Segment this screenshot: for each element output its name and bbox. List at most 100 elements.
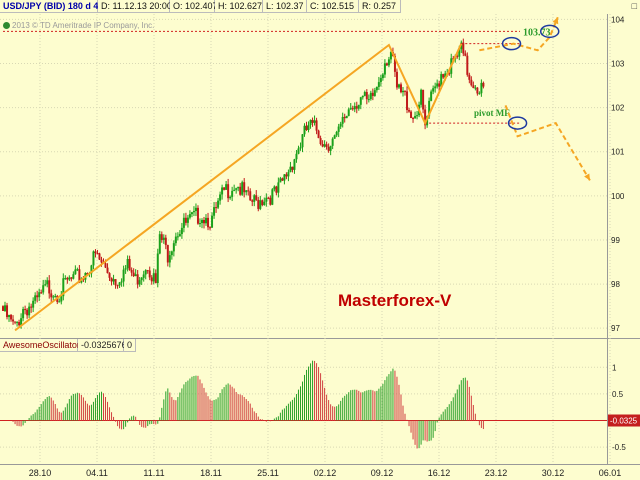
- candle-body: [124, 268, 127, 270]
- candle-body: [309, 119, 312, 125]
- candle-body: [94, 251, 97, 254]
- y-tick-label: 99: [611, 236, 620, 245]
- candle-body: [142, 274, 145, 278]
- candle-body: [156, 253, 159, 284]
- candle-body: [178, 234, 181, 237]
- candles-group: [2, 38, 485, 329]
- candle-body: [78, 269, 81, 283]
- candle-body: [148, 270, 151, 278]
- candle-body: [299, 147, 302, 149]
- candle-body: [406, 91, 409, 111]
- ao-bars-group: [12, 360, 484, 449]
- candle-body: [416, 115, 419, 117]
- candle-body: [333, 135, 336, 139]
- candle-body: [170, 251, 173, 256]
- candle-body: [162, 237, 165, 240]
- candle-body: [209, 227, 212, 229]
- oscillator-extra: 0: [124, 339, 136, 352]
- candle-body: [377, 82, 380, 87]
- candle-body: [430, 91, 433, 101]
- candle-body: [335, 131, 338, 136]
- candle-body: [251, 200, 254, 202]
- candle-body: [58, 301, 61, 303]
- candle-body: [146, 270, 149, 272]
- candle-body: [315, 120, 318, 131]
- candle-body: [412, 118, 415, 120]
- candle-body: [303, 125, 306, 135]
- candle-body: [40, 292, 43, 294]
- candle-body: [349, 108, 352, 110]
- candle-body: [434, 86, 437, 89]
- symbol-label: USD/JPY (BID) 180 d 4h: [0, 0, 104, 13]
- candle-body: [408, 110, 411, 112]
- candle-body: [86, 273, 89, 275]
- candle-body: [241, 182, 244, 195]
- candle-body: [42, 285, 45, 293]
- candle-body: [428, 100, 431, 117]
- candle-body: [168, 255, 171, 263]
- forecast-down-arrow-head: [584, 173, 590, 181]
- candle-body: [397, 84, 400, 88]
- candle-body: [30, 306, 33, 308]
- candle-body: [301, 134, 304, 148]
- candle-body: [70, 277, 73, 279]
- candle-body: [365, 92, 368, 100]
- x-tick-label: 09.12: [371, 468, 394, 478]
- candle-body: [279, 178, 282, 183]
- candle-body: [291, 166, 294, 170]
- range-value: R: 0.257: [359, 0, 401, 13]
- candle-body: [343, 116, 346, 119]
- candle-body: [110, 277, 113, 282]
- candle-body: [14, 321, 17, 323]
- ao-tick-label: 0.5: [612, 390, 624, 399]
- candle-body: [458, 49, 461, 57]
- candle-body: [422, 89, 425, 110]
- y-tick-label: 100: [611, 192, 625, 201]
- maximize-icon[interactable]: □: [631, 1, 637, 11]
- candle-body: [401, 90, 404, 93]
- candle-body: [100, 259, 103, 263]
- y-tick-label: 101: [611, 148, 625, 157]
- candle-body: [6, 305, 9, 318]
- candle-body: [239, 186, 242, 195]
- candle-body: [160, 234, 163, 240]
- candle-body: [136, 274, 139, 285]
- x-tick-label: 18.11: [200, 468, 222, 478]
- candle-body: [339, 123, 342, 127]
- candle-body: [60, 296, 63, 302]
- candle-body: [50, 293, 53, 298]
- candle-body: [219, 194, 222, 201]
- candle-body: [211, 215, 214, 228]
- candle-body: [20, 318, 23, 326]
- y-tick-label: 104: [611, 15, 625, 24]
- candle-body: [325, 144, 328, 147]
- candle-body: [16, 322, 19, 324]
- candle-body: [108, 273, 111, 278]
- candle-body: [200, 219, 203, 224]
- candle-body: [176, 236, 179, 238]
- candle-body: [46, 280, 49, 285]
- x-tick-label: 28.10: [29, 468, 52, 478]
- candle-body: [72, 274, 75, 279]
- candle-body: [24, 309, 27, 311]
- candle-body: [329, 145, 332, 151]
- candle-body: [261, 200, 264, 206]
- candle-body: [207, 217, 210, 228]
- highlight-ellipse: [539, 24, 560, 39]
- y-tick-label: 97: [611, 324, 620, 333]
- bar-date: D: 11.12.13 20:00: [98, 0, 172, 13]
- candle-body: [323, 144, 326, 147]
- candle-body: [213, 207, 216, 216]
- candle-body: [112, 279, 115, 282]
- candle-body: [311, 119, 314, 123]
- candle-body: [281, 178, 284, 181]
- candle-body: [317, 130, 320, 139]
- highlight-ellipse: [501, 36, 522, 51]
- candle-body: [393, 55, 396, 72]
- candle-body: [62, 278, 65, 297]
- candle-body: [166, 245, 169, 263]
- candle-body: [373, 90, 376, 96]
- x-tick-label: 06.01: [599, 468, 622, 478]
- candle-body: [313, 120, 316, 123]
